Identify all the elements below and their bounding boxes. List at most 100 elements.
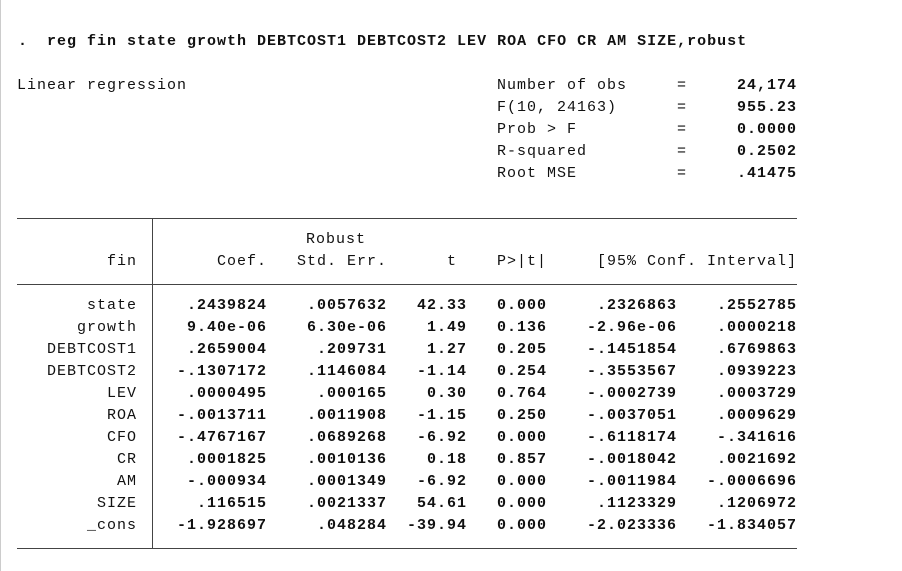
cell-value: 9.40e-06 — [186, 319, 267, 336]
cell-value: -1.15 — [416, 407, 467, 424]
cell-value: .0000495 — [186, 385, 267, 402]
cell-value: -.4767167 — [176, 429, 267, 446]
stat-label: Root MSE — [497, 165, 578, 182]
model-title: Linear regression — [17, 77, 188, 94]
table-header-rule — [17, 284, 797, 285]
cell-value: -.1307172 — [176, 363, 267, 380]
stat-value: 0.2502 — [736, 143, 797, 160]
cell-value: 0.000 — [496, 297, 547, 314]
stat-equals: = — [677, 77, 688, 94]
cell-value: .0003729 — [716, 385, 797, 402]
column-header: P>|t| — [497, 253, 548, 270]
cell-value: -1.834057 — [706, 517, 797, 534]
cell-value: .0011908 — [306, 407, 387, 424]
stat-label: F(10, 24163) — [497, 99, 618, 116]
cell-value: -.0011984 — [586, 473, 677, 490]
cell-value: -1.928697 — [176, 517, 267, 534]
row-label: ROA — [106, 407, 137, 424]
row-label: DEBTCOST1 — [46, 341, 137, 358]
cell-value: 0.000 — [496, 429, 547, 446]
row-label: CR — [116, 451, 137, 468]
command-prompt: . — [18, 33, 29, 50]
cell-value: 1.27 — [426, 341, 467, 358]
stat-label: Prob > F — [497, 121, 578, 138]
cell-value: .116515 — [196, 495, 267, 512]
cell-value: -.0037051 — [586, 407, 677, 424]
column-header: Std. Err. — [296, 253, 387, 270]
row-label: growth — [76, 319, 137, 336]
cell-value: 54.61 — [416, 495, 467, 512]
column-header: Coef. — [216, 253, 267, 270]
cell-value: .2552785 — [716, 297, 797, 314]
row-label: DEBTCOST2 — [46, 363, 137, 380]
cell-value: .0021692 — [716, 451, 797, 468]
cell-value: 0.18 — [426, 451, 467, 468]
stat-value: 0.0000 — [736, 121, 797, 138]
stat-label: R-squared — [497, 143, 588, 160]
cell-value: .0689268 — [306, 429, 387, 446]
cell-value: 0.000 — [496, 495, 547, 512]
cell-value: 0.764 — [496, 385, 547, 402]
cell-value: .2439824 — [186, 297, 267, 314]
cell-value: -1.14 — [416, 363, 467, 380]
cell-value: -.6118174 — [586, 429, 677, 446]
cell-value: .1206972 — [716, 495, 797, 512]
window-edge — [0, 0, 1, 571]
cell-value: -.341616 — [716, 429, 797, 446]
cell-value: -.0013711 — [176, 407, 267, 424]
row-label: AM — [116, 473, 137, 490]
cell-value: 42.33 — [416, 297, 467, 314]
cell-value: 0.136 — [496, 319, 547, 336]
robust-label: Robust — [306, 231, 367, 248]
column-header: t — [446, 253, 457, 270]
cell-value: .0939223 — [716, 363, 797, 380]
cell-value: .0001825 — [186, 451, 267, 468]
stat-equals: = — [677, 99, 688, 116]
cell-value: -6.92 — [416, 429, 467, 446]
cell-value: 0.205 — [496, 341, 547, 358]
cell-value: .0010136 — [306, 451, 387, 468]
cell-value: -2.96e-06 — [586, 319, 677, 336]
cell-value: .0001349 — [306, 473, 387, 490]
cell-value: -.1451854 — [586, 341, 677, 358]
cell-value: .1146084 — [306, 363, 387, 380]
cell-value: 0.000 — [496, 517, 547, 534]
cell-value: -39.94 — [406, 517, 467, 534]
row-label: SIZE — [96, 495, 137, 512]
cell-value: .048284 — [316, 517, 387, 534]
row-label: CFO — [106, 429, 137, 446]
command-text: reg fin state growth DEBTCOST1 DEBTCOST2… — [47, 33, 748, 50]
column-header: [95% Conf. Interval] — [596, 253, 797, 270]
cell-value: -2.023336 — [586, 517, 677, 534]
cell-value: .2326863 — [596, 297, 677, 314]
cell-value: -.3553567 — [586, 363, 677, 380]
cell-value: 1.49 — [426, 319, 467, 336]
stat-equals: = — [677, 121, 688, 138]
row-label: LEV — [106, 385, 137, 402]
cell-value: -.000934 — [186, 473, 267, 490]
stat-value: .41475 — [736, 165, 797, 182]
table-divider — [152, 218, 153, 549]
column-header: fin — [106, 253, 137, 270]
cell-value: .209731 — [316, 341, 387, 358]
cell-value: -6.92 — [416, 473, 467, 490]
stat-value: 955.23 — [736, 99, 797, 116]
cell-value: 6.30e-06 — [306, 319, 387, 336]
cell-value: .0000218 — [716, 319, 797, 336]
cell-value: .0009629 — [716, 407, 797, 424]
row-label: _cons — [86, 517, 137, 534]
stat-value: 24,174 — [736, 77, 797, 94]
cell-value: .000165 — [316, 385, 387, 402]
cell-value: .0021337 — [306, 495, 387, 512]
stat-equals: = — [677, 143, 688, 160]
table-top-rule — [17, 218, 797, 219]
cell-value: .0057632 — [306, 297, 387, 314]
cell-value: -.0006696 — [706, 473, 797, 490]
row-label: state — [86, 297, 137, 314]
table-bottom-rule — [17, 548, 797, 549]
cell-value: 0.000 — [496, 473, 547, 490]
stat-equals: = — [677, 165, 688, 182]
cell-value: 0.250 — [496, 407, 547, 424]
cell-value: -.0002739 — [586, 385, 677, 402]
